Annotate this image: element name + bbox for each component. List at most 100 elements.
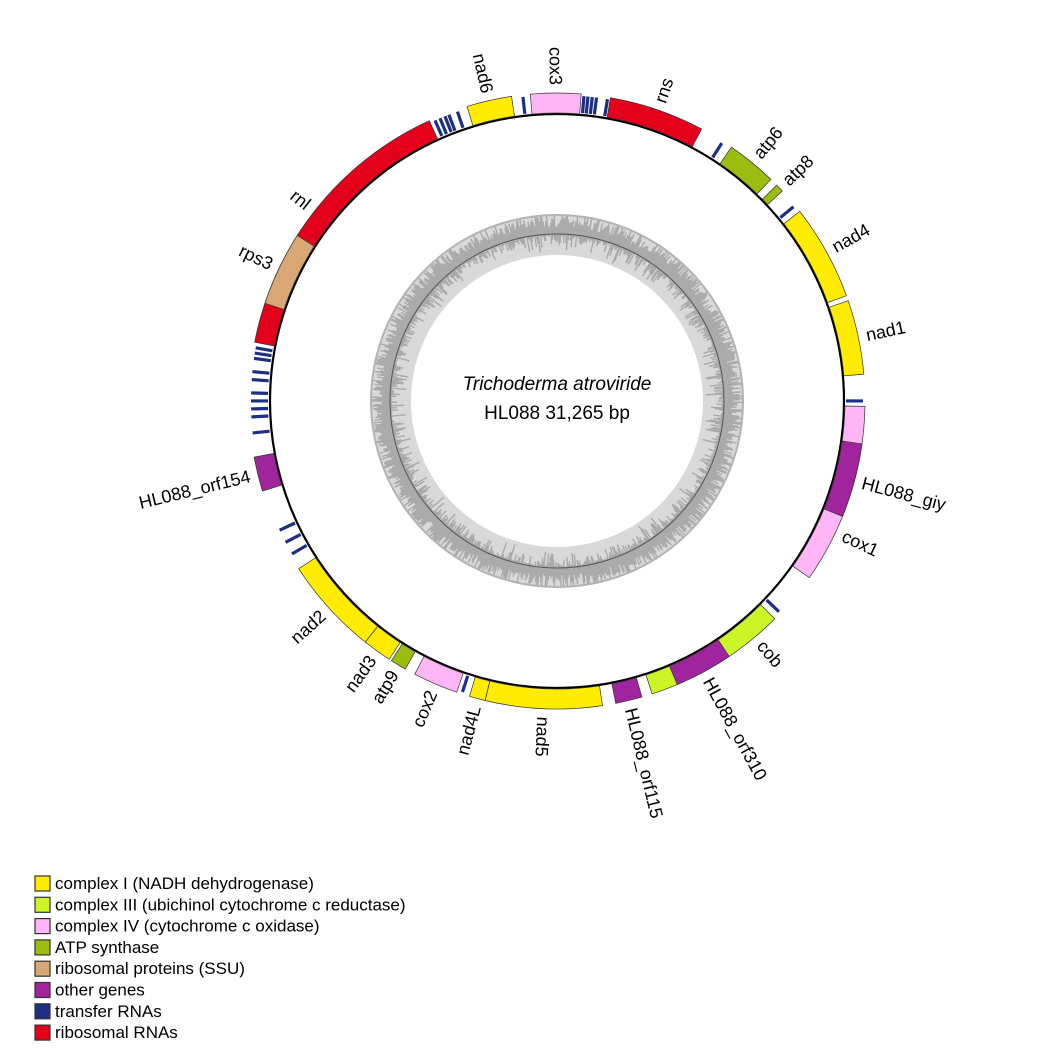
gene-atp8: [761, 184, 783, 206]
gc-spike: [632, 538, 647, 563]
gc-spike: [589, 219, 599, 254]
gc-spike: [500, 228, 509, 252]
gc-spike: [718, 432, 740, 438]
gene-label-HL088_orf310: HL088_orf310: [698, 674, 771, 784]
gc-spike: [611, 546, 620, 565]
gc-spike: [374, 361, 403, 369]
gc-spike: [652, 535, 663, 549]
gc-spike: [608, 551, 618, 573]
gc-spike: [551, 218, 554, 240]
gc-spike: [568, 560, 572, 585]
gc-spike: [687, 501, 698, 510]
gc-spike: [512, 560, 518, 578]
gene-nad5: [484, 680, 603, 710]
gc-spike: [705, 325, 720, 333]
gc-spike: [384, 452, 413, 464]
gc-spike: [642, 536, 655, 554]
gc-spike: [697, 310, 711, 319]
gc-spike: [535, 215, 542, 253]
gc-spike: [717, 354, 735, 361]
gc-spike: [650, 522, 667, 543]
gc-spike: [643, 246, 662, 273]
gc-spike: [694, 317, 713, 329]
gc-spike: [585, 225, 590, 244]
gc-spike: [671, 512, 684, 526]
gc-spike: [489, 239, 497, 253]
gc-spike: [687, 289, 700, 300]
gc-spike: [692, 305, 705, 315]
gc-spike: [416, 496, 445, 521]
gc-spike: [407, 486, 431, 503]
gc-spike: [719, 424, 741, 429]
gc-spike: [471, 544, 481, 561]
gc-spike: [722, 410, 737, 414]
gc-spike: [540, 216, 544, 238]
gc-spike: [670, 518, 679, 527]
gene-nad4L: [469, 676, 491, 701]
gc-spike: [396, 323, 415, 334]
gc-spike: [721, 414, 739, 417]
gene-label-HL088_orf115: HL088_orf115: [620, 706, 667, 821]
gc-spike: [411, 503, 428, 517]
gc-spike: [522, 223, 527, 239]
gc-spike: [377, 376, 403, 382]
gc-spike: [650, 256, 666, 276]
gc-spike: [450, 259, 463, 274]
gc-spike: [511, 554, 518, 573]
gc-spike: [385, 352, 398, 358]
trna-trn10: [460, 675, 470, 693]
gc-spike: [601, 225, 608, 242]
gc-spike: [395, 324, 410, 333]
gc-spike: [671, 503, 696, 526]
gc-spike: [715, 345, 736, 353]
gene-label-cox2: cox2: [408, 687, 441, 730]
gc-spike: [676, 501, 700, 521]
gc-spike: [544, 220, 548, 236]
gc-spike: [717, 380, 732, 384]
gc-spike: [721, 412, 733, 416]
gc-spike: [594, 560, 600, 576]
gc-spike: [551, 553, 554, 577]
gc-spike: [431, 513, 456, 541]
gc-spike: [403, 488, 429, 507]
trna-trn5: [603, 98, 610, 117]
gc-spike: [400, 480, 417, 491]
gene-label-atp6: atp6: [749, 123, 787, 163]
gene-label-HL088_orf154: HL088_orf154: [137, 466, 253, 513]
gc-spike: [497, 542, 508, 568]
gc-spike: [579, 225, 584, 245]
gc-spike: [627, 543, 636, 559]
gc-spike: [381, 379, 404, 384]
gc-spike: [430, 518, 442, 531]
gc-spike: [400, 468, 420, 480]
gc-spike: [626, 234, 642, 264]
gc-spike: [691, 472, 723, 490]
gc-spike: [388, 463, 405, 471]
gc-spike: [501, 555, 508, 571]
gc-spike: [704, 324, 725, 335]
gc-spike: [380, 435, 396, 441]
gc-spike: [399, 478, 414, 487]
legend-swatch-trna: [34, 1003, 51, 1020]
gc-spike: [407, 303, 422, 313]
gc-spike: [706, 374, 736, 380]
gc-spike: [407, 293, 427, 308]
gc-spike: [709, 350, 735, 359]
gc-spike: [650, 524, 669, 548]
gc-spike: [508, 223, 516, 247]
gc-spike: [599, 555, 606, 574]
gc-spike: [573, 554, 579, 585]
trna-trn14: [252, 429, 270, 435]
gc-spike: [588, 559, 595, 583]
trna-trn19: [251, 378, 269, 383]
gc-spike: [576, 559, 580, 578]
gc-content-ring: [370, 214, 744, 588]
gc-spike: [720, 426, 738, 431]
gc-spike: [443, 526, 461, 549]
gc-spike: [445, 256, 457, 271]
gc-spike: [595, 231, 600, 243]
gc-spike: [419, 502, 445, 525]
gc-spike: [685, 289, 696, 298]
gc-spike: [426, 273, 448, 294]
gc-spike: [611, 554, 619, 573]
